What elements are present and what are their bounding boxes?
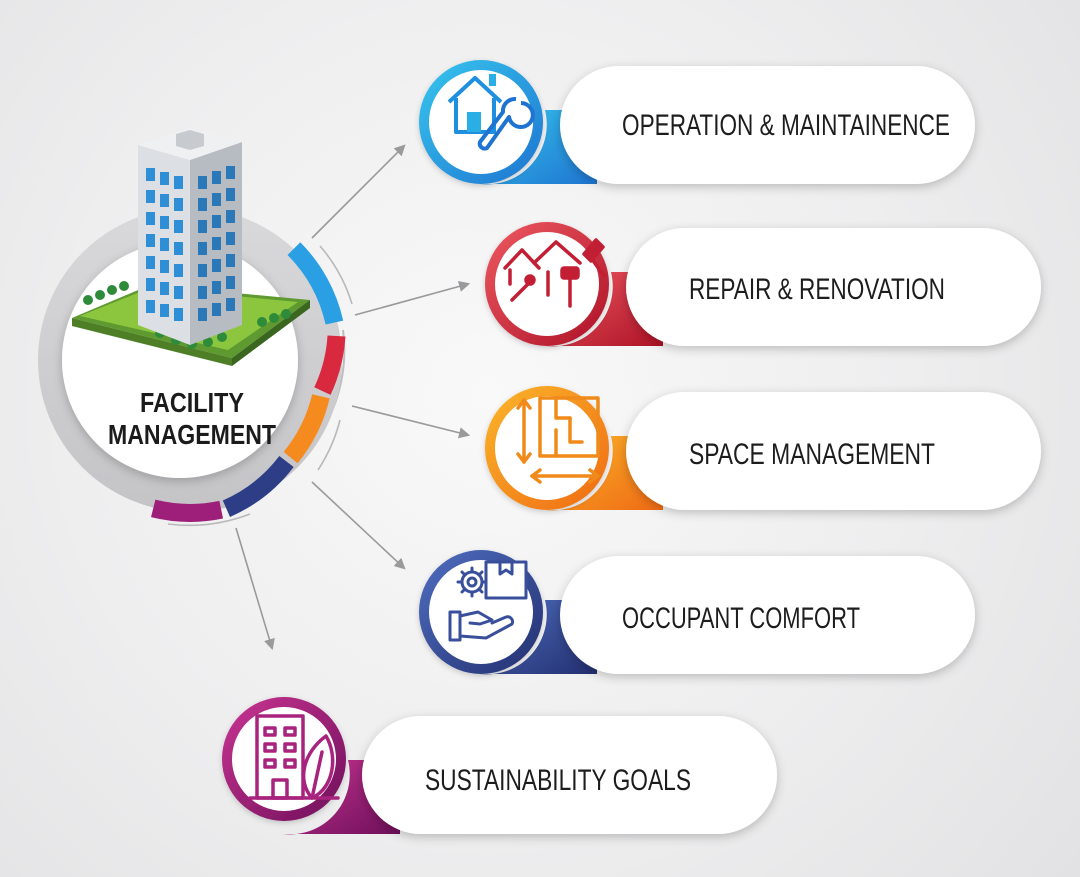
arrow-to-space (351, 405, 471, 439)
item-space-management: SPACE MANAGEMENT (485, 386, 1041, 511)
hub-title-line2: MANAGEMENT (108, 419, 276, 450)
connector-arc-right (317, 419, 341, 471)
connector-arc-bottom (167, 513, 251, 527)
item-sustainability-goals: SUSTAINABILITY GOALS (222, 697, 777, 835)
building-illustration (72, 128, 310, 366)
item-label: REPAIR & RENOVATION (689, 273, 945, 306)
hub-segment-red (314, 335, 346, 395)
item-label: OCCUPANT COMFORT (622, 602, 860, 635)
item-pill (626, 392, 1041, 510)
hub-segment-navy (222, 455, 294, 517)
central-hub: FACILITY MANAGEMENT (38, 128, 346, 522)
hand-gear-box-icon (448, 560, 528, 642)
item-repair-renovation: REPAIR & RENOVATION (485, 222, 1041, 347)
hub-segment-orange (283, 394, 330, 464)
connector-arc-top (319, 245, 353, 305)
item-label: OPERATION & MAINTAINENCE (622, 109, 950, 142)
item-pill (560, 66, 975, 184)
hub-title-line1: FACILITY (140, 387, 244, 418)
item-occupant-comfort: OCCUPANT COMFORT (419, 550, 975, 675)
item-label: SUSTAINABILITY GOALS (425, 764, 691, 797)
item-label: SPACE MANAGEMENT (689, 438, 935, 471)
icon-circle (495, 396, 599, 500)
connectors (167, 144, 471, 651)
arrow-to-occupant (311, 481, 406, 570)
arrow-to-sustainability (235, 527, 275, 651)
building-leaf-icon (248, 714, 340, 800)
arrow-to-operation (311, 144, 406, 239)
house-wrench-icon (447, 74, 535, 151)
hub-segment-blue (287, 242, 344, 325)
item-operation-maintainence: OPERATION & MAINTAINENCE (419, 60, 975, 185)
roof-repair-icon (503, 238, 606, 308)
hub-segment-purple (151, 499, 224, 522)
item-pill (560, 556, 975, 674)
item-pill (626, 228, 1041, 346)
floor-plan-icon (516, 396, 600, 484)
arrow-to-repair (354, 280, 471, 316)
item-pill (362, 716, 777, 834)
